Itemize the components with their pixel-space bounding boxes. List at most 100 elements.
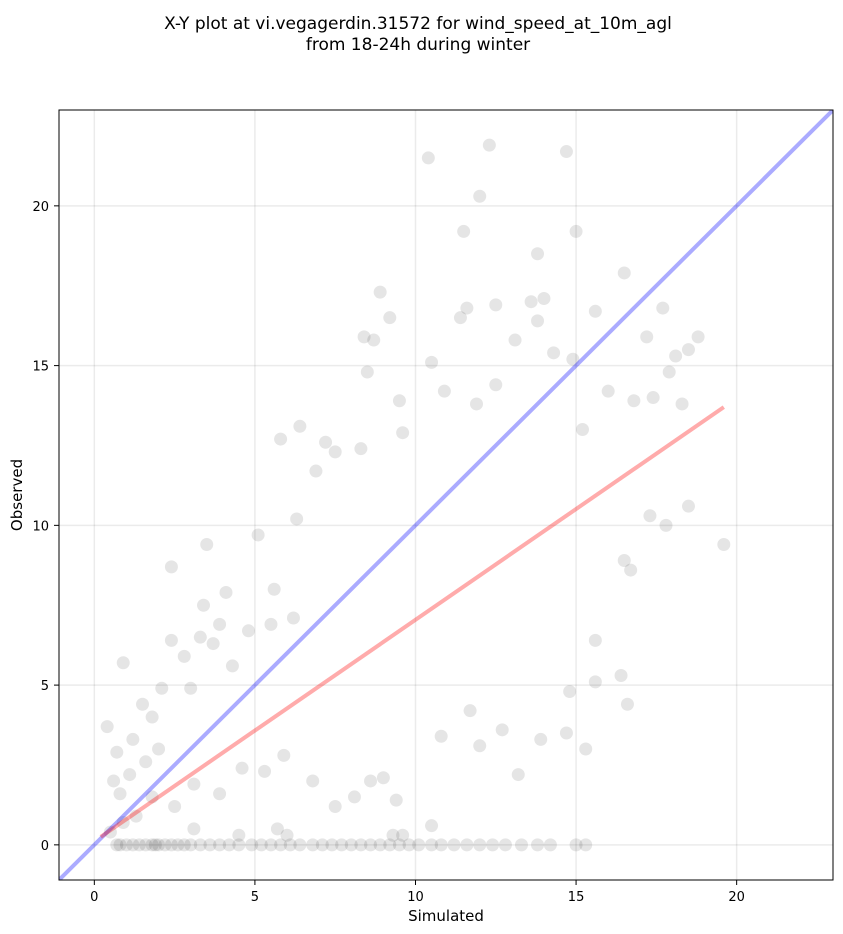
scatter-point <box>100 720 114 734</box>
scatter-point <box>473 189 487 203</box>
scatter-point <box>129 809 143 823</box>
scatter-point <box>245 838 259 852</box>
scatter-point <box>373 838 387 852</box>
scatter-point <box>132 838 146 852</box>
scatter-point <box>219 585 233 599</box>
scatter-point <box>274 838 288 852</box>
trend-lines <box>59 110 833 880</box>
scatter-point <box>145 790 159 804</box>
scatter-point <box>267 582 281 596</box>
x-tick-label: 15 <box>568 890 585 905</box>
x-tick-label: 20 <box>728 890 745 905</box>
scatter-point <box>559 726 573 740</box>
scatter-point <box>434 729 448 743</box>
scatter-point <box>184 681 198 695</box>
scatter-point <box>643 509 657 523</box>
scatter-point <box>524 295 538 309</box>
scatter-point <box>145 838 159 852</box>
scatter-point <box>116 656 130 670</box>
scatter-point <box>624 563 638 577</box>
scatter-point <box>425 838 439 852</box>
plot-frame <box>58 109 834 881</box>
scatter-point <box>489 378 503 392</box>
scatter-point <box>566 352 580 366</box>
data-points <box>100 138 731 852</box>
scatter-point <box>258 764 272 778</box>
scatter-point <box>681 343 695 357</box>
scatter-point <box>537 292 551 306</box>
scatter-point <box>486 838 500 852</box>
scatter-point <box>473 838 487 852</box>
scatter-point <box>113 838 127 852</box>
scatter-point <box>367 333 381 347</box>
x-tick-label: 10 <box>407 890 424 905</box>
scatter-point <box>116 815 130 829</box>
scatter-point <box>669 349 683 363</box>
scatter-point <box>193 630 207 644</box>
scatter-point <box>514 838 528 852</box>
x-axis-label: Simulated <box>408 907 484 925</box>
scatter-point <box>293 838 307 852</box>
x-tick-label: 0 <box>90 890 98 905</box>
scatter-point <box>543 838 557 852</box>
scatter-point <box>152 742 166 756</box>
scatter-point <box>280 828 294 842</box>
scatter-point <box>463 704 477 718</box>
scatter-point <box>315 838 329 852</box>
scatter-point <box>306 838 320 852</box>
scatter-point <box>110 838 124 852</box>
scatter-point <box>206 637 220 651</box>
scatter-point <box>601 384 615 398</box>
scatter-point <box>460 301 474 315</box>
scatter-point <box>187 777 201 791</box>
scatter-point <box>264 838 278 852</box>
scatter-point <box>662 365 676 379</box>
scatter-point <box>531 314 545 328</box>
scatter-point <box>197 598 211 612</box>
scatter-point <box>148 838 162 852</box>
y-tick-label: 20 <box>32 200 49 215</box>
scatter-point <box>283 838 297 852</box>
scatter-point <box>547 346 561 360</box>
scatter-point <box>364 838 378 852</box>
scatter-point <box>328 800 342 814</box>
scatter-point <box>579 838 593 852</box>
scatter-point <box>177 649 191 663</box>
scatter-point <box>617 553 631 567</box>
scatter-point <box>232 838 246 852</box>
scatter-point <box>119 838 133 852</box>
scatter-point <box>164 560 178 574</box>
scatter-point <box>335 838 349 852</box>
scatter-point <box>421 151 435 165</box>
scatter-point <box>293 419 307 433</box>
scatter-point <box>164 838 178 852</box>
scatter-point <box>563 684 577 698</box>
scatter-point <box>155 681 169 695</box>
scatter-point <box>200 538 214 552</box>
scatter-point <box>470 397 484 411</box>
scatter-point <box>126 838 140 852</box>
scatter-point <box>473 739 487 753</box>
scatter-point <box>264 617 278 631</box>
scatter-point <box>354 442 368 456</box>
scatter-point <box>309 464 323 478</box>
scatter-point <box>569 838 583 852</box>
scatter-point <box>213 787 227 801</box>
scatter-point <box>328 445 342 459</box>
scatter-point <box>232 828 246 842</box>
scatter-point <box>145 710 159 724</box>
scatter-point <box>389 793 403 807</box>
scatter-point <box>235 761 249 775</box>
scatter-point <box>270 822 284 836</box>
scatter-point <box>139 838 153 852</box>
scatter-point <box>241 624 255 638</box>
y-axis-ticks: 0 5 10 15 20 <box>32 200 59 854</box>
scatter-point <box>434 838 448 852</box>
y-tick-label: 15 <box>32 360 49 375</box>
scatter-point <box>531 838 545 852</box>
scatter-point <box>225 659 239 673</box>
scatter-point <box>656 301 670 315</box>
scatter-point <box>627 394 641 408</box>
scatter-point <box>139 755 153 769</box>
scatter-point <box>511 768 525 782</box>
